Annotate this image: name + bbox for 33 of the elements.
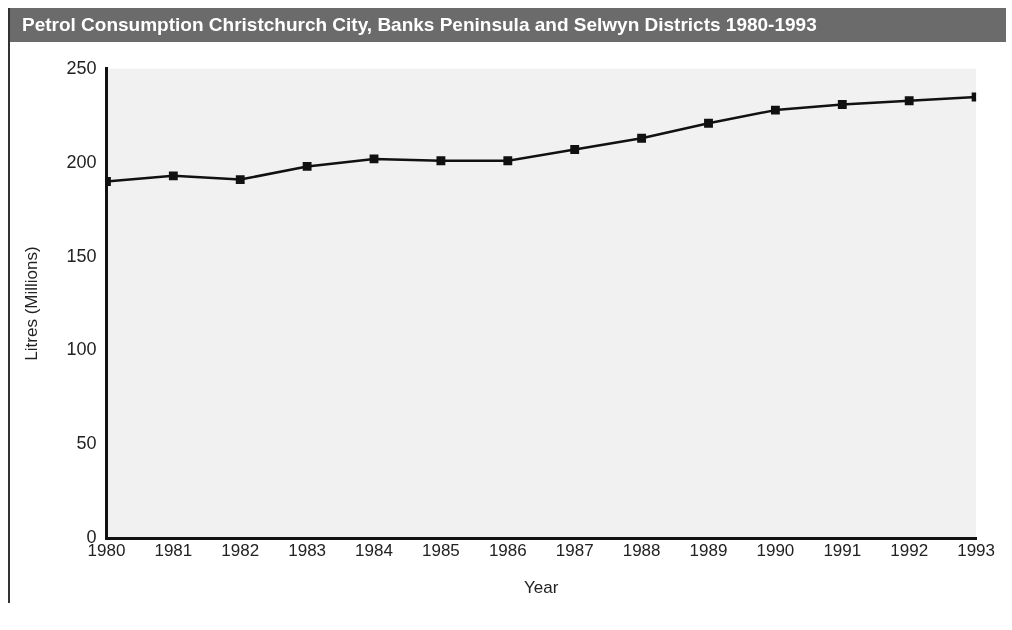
point	[369, 154, 379, 164]
x-tick-label: 1983	[288, 541, 327, 561]
point	[904, 96, 914, 106]
x-tick-label: 1987	[555, 541, 594, 561]
y-axis-title: Litres (Millions)	[21, 246, 41, 361]
x-tick-label: 1981	[154, 541, 193, 561]
point	[235, 175, 245, 185]
x-tick-label: 1982	[221, 541, 260, 561]
y-tick-label: 50	[76, 433, 97, 454]
x-axis-title: Year	[524, 578, 559, 598]
x-tick-label: 1989	[689, 541, 728, 561]
chart-title: Petrol Consumption Christchurch City, Banks Peninsula and Selwyn Districts 1980-1993	[22, 14, 817, 35]
x-tick-label: 1991	[823, 541, 862, 561]
point	[637, 133, 647, 143]
point	[837, 100, 847, 109]
x-tick-label: 1984	[355, 541, 393, 561]
y-tick-label: 200	[66, 151, 97, 172]
y-tick-label: 150	[66, 245, 97, 266]
x-tick-label: 1988	[622, 541, 661, 561]
point	[570, 145, 580, 154]
x-tick-label: 1993	[957, 541, 995, 561]
x-tick-label: 1986	[488, 541, 527, 561]
y-tick-label: 100	[66, 339, 97, 360]
x-tick-label: 1992	[890, 541, 929, 561]
y-tick-label: 250	[66, 57, 97, 78]
point	[436, 156, 446, 166]
point	[770, 105, 780, 115]
point	[503, 156, 513, 166]
point	[302, 162, 312, 171]
point	[704, 118, 713, 128]
x-tick-label: 1990	[756, 541, 795, 561]
point	[168, 171, 178, 181]
x-tick-label: 1985	[422, 541, 460, 561]
